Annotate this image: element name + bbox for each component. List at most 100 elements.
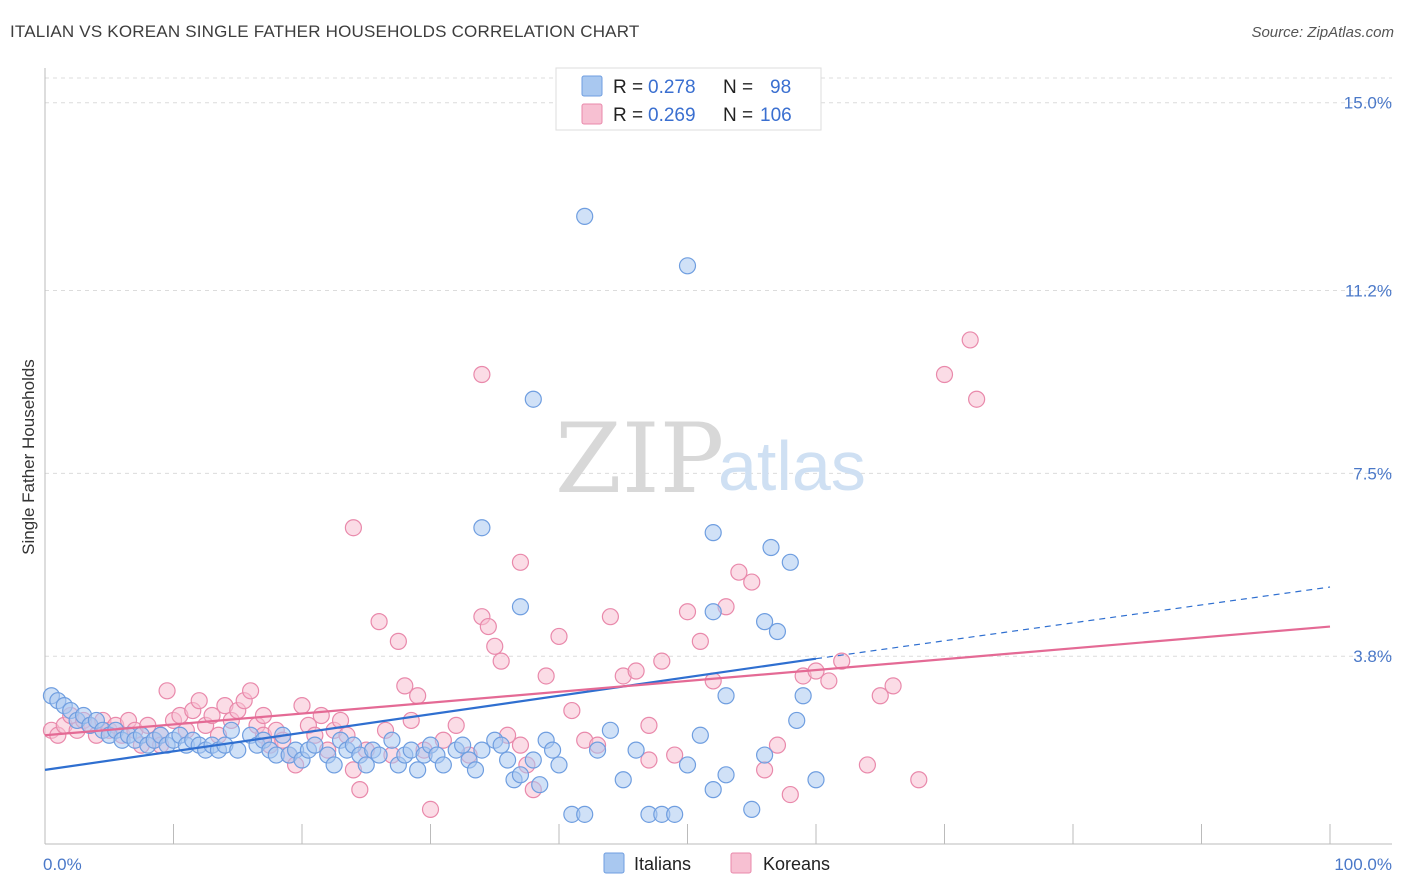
koreans-point-95: [858, 756, 877, 774]
italians-point-92: [788, 711, 806, 730]
source-note: Source: ZipAtlas.com: [1251, 24, 1394, 41]
italians-point-65: [492, 736, 510, 754]
koreans-trend-line: [44, 625, 1331, 737]
italians-point-87: [743, 800, 761, 819]
legend-n-value-italians: 98: [770, 77, 791, 98]
italians-point-91: [781, 553, 799, 571]
gridlines: [45, 77, 1392, 657]
italians-point-103: [473, 519, 491, 537]
koreans-point-55: [402, 711, 420, 730]
koreans-point-100: [961, 331, 979, 349]
koreans-point-90: [781, 785, 799, 804]
legend-swatch-italians: [581, 75, 603, 97]
koreans-point-42: [312, 706, 330, 725]
koreans-point-39: [293, 697, 311, 715]
koreans-point-70: [537, 667, 555, 685]
legend-r-value-italians: 0.278: [648, 77, 696, 98]
italians-point-76: [588, 741, 607, 759]
italians-point-99: [576, 207, 594, 225]
koreans-point-83: [691, 632, 709, 650]
koreans-point-77: [627, 662, 645, 680]
koreans-point-86: [730, 563, 748, 581]
italians-point-85: [704, 781, 722, 799]
koreans-point-56: [409, 687, 427, 705]
italians-point-93: [794, 687, 812, 705]
italians-point-54: [409, 761, 427, 779]
y-tick-label-3: 15.0%: [1344, 94, 1392, 113]
koreans-point-103: [473, 365, 491, 384]
koreans-point-102: [344, 519, 362, 537]
koreans-point-53: [389, 632, 407, 650]
koreans-point-48: [351, 781, 369, 799]
italians-point-96: [762, 538, 780, 557]
koreans-point-71: [550, 627, 568, 646]
italians-point-100: [678, 257, 697, 275]
legend-top: R = 0.278 N = 98 R = 0.269 N = 106: [555, 67, 822, 131]
italians-point-68: [511, 766, 530, 784]
x-tick-label-0: 0.0%: [43, 855, 82, 874]
italians-point-58: [434, 756, 452, 774]
koreans-point-67: [511, 736, 530, 754]
koreans-point-80: [653, 652, 671, 670]
italians-point-28: [222, 721, 240, 739]
koreans-point-65: [492, 652, 510, 670]
italians-point-73: [550, 756, 568, 774]
legend-r-label: R =: [613, 105, 643, 126]
legend-swatch-koreans: [581, 103, 603, 125]
koreans-point-72: [563, 701, 581, 720]
legend-bottom-label-koreans: Koreans: [763, 854, 830, 874]
italians-point-47: [357, 756, 375, 774]
italians-point-72: [543, 741, 562, 759]
x-tick-label-1: 100.0%: [1334, 855, 1392, 874]
italians-point-102: [511, 598, 530, 616]
italians-point-94: [704, 524, 722, 542]
koreans-point-81: [666, 746, 684, 764]
koreans-point-25: [203, 706, 221, 725]
trend-lines: [44, 586, 1331, 771]
italians-point-49: [370, 746, 388, 764]
italians-point-89: [755, 613, 774, 631]
italians-point-60: [454, 736, 472, 754]
koreans-point-50: [370, 613, 388, 631]
koreans-point-45: [331, 711, 350, 730]
y-tick-label-1: 7.5%: [1353, 464, 1392, 483]
watermark-atlas: atlas: [718, 427, 866, 505]
koreans-point-89: [768, 736, 787, 754]
koreans-point-75: [601, 608, 620, 626]
y-axis-label: Single Father Households: [19, 359, 38, 555]
legend-r-value-koreans: 0.269: [648, 105, 696, 126]
koreans-point-98: [910, 771, 928, 789]
koreans-point-94: [833, 652, 851, 670]
italians-point-86: [717, 766, 735, 784]
koreans-point-18: [158, 682, 176, 700]
koreans-point-54: [396, 677, 414, 695]
koreans-point-60: [447, 716, 465, 734]
axes: [44, 68, 1392, 845]
watermark-zip: ZIP: [555, 403, 724, 515]
x-tick-labels: 0.0% 100.0%: [43, 855, 1392, 874]
y-tick-label-2: 11.2%: [1345, 282, 1392, 301]
legend-n-label: N =: [723, 105, 753, 126]
koreans-point-87: [743, 573, 761, 591]
koreans-point-93: [820, 672, 838, 690]
italians-point-90: [768, 622, 787, 641]
koreans-point-104: [511, 553, 530, 571]
italians-point-69: [524, 751, 542, 769]
italians-point-75: [576, 805, 594, 823]
italians-point-42: [325, 756, 343, 774]
watermark: ZIP atlas: [555, 403, 866, 515]
italians-point-82: [666, 805, 684, 823]
italians-point-97: [807, 771, 825, 789]
italians-point-62: [466, 761, 485, 779]
koreans-point-97: [884, 677, 902, 695]
koreans-point-82: [678, 603, 697, 621]
y-tick-labels: 3.8% 7.5% 11.2% 15.0%: [1344, 94, 1392, 666]
italians-trend-line: [44, 657, 817, 771]
koreans-point-31: [242, 682, 260, 700]
legend-n-value-koreans: 106: [760, 105, 792, 126]
italians-point-40: [306, 736, 324, 754]
italians-point-79: [627, 741, 645, 759]
italians-point-77: [601, 721, 620, 739]
italians-point-70: [531, 776, 549, 794]
